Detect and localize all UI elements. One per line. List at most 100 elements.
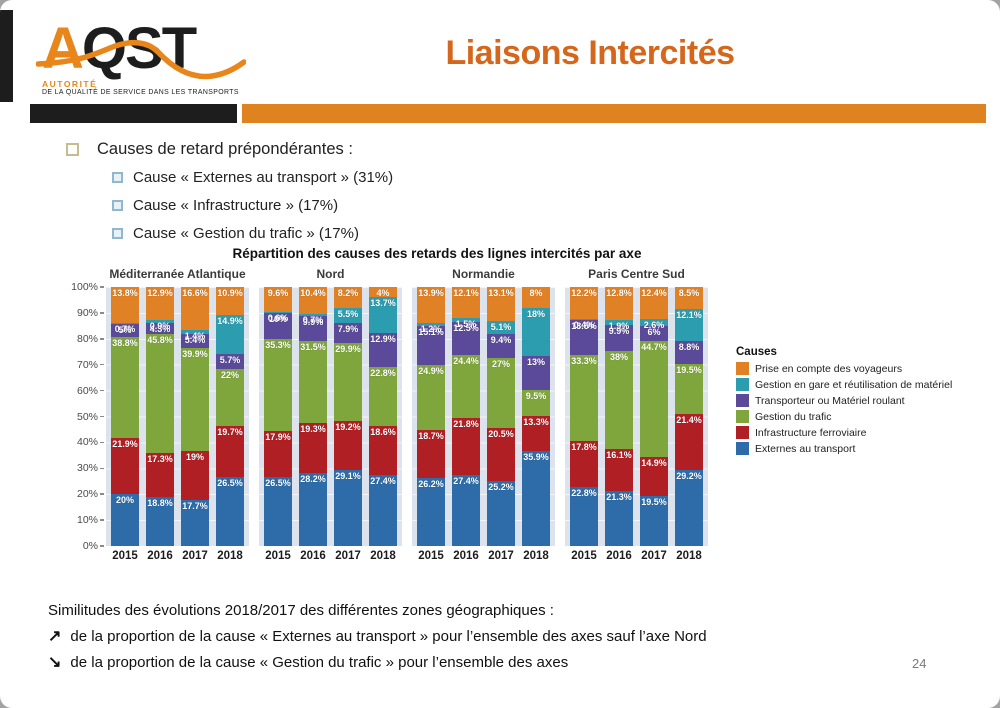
bar-segment-label: 31.5% xyxy=(300,342,326,353)
bar-segment-label: 24.4% xyxy=(453,355,479,366)
y-tick: 90% xyxy=(77,307,104,319)
bar-segment-label: 2.6% xyxy=(643,320,665,331)
bar-segment-label: 17.9% xyxy=(265,431,291,442)
footer-item: ↘ de la proportion de la cause « Gestion… xyxy=(48,650,948,676)
bar-segment-label: 0.6% xyxy=(267,312,289,323)
bar-segment xyxy=(299,313,327,316)
bar-segment xyxy=(417,429,445,479)
bar-group-panel: 26.5% 17.9% 35.3% 10% 0.6% 9.6% 28.2% 19.3% 31.5… xyxy=(259,287,402,546)
bullet-square-icon xyxy=(66,143,79,156)
bar-segment-label: 29.9% xyxy=(335,344,361,355)
footer-notes: Similitudes des évolutions 2018/2017 des… xyxy=(48,598,948,676)
bar-segment xyxy=(605,320,633,326)
bar-segment-label: 13% xyxy=(526,356,545,367)
legend-item: Gestion en gare et réutilisation de maté… xyxy=(736,378,988,391)
bar-segment xyxy=(570,440,598,487)
bar-segment xyxy=(111,494,139,546)
x-tick-label: 2015 xyxy=(418,550,444,562)
bar-segment xyxy=(264,287,292,312)
page-title: Liaisons Intercités xyxy=(445,34,735,72)
bar-group: Méditerranée Atlantique 20% 21.9% 38.8% 5% 0.… xyxy=(106,267,249,562)
x-tick-label: 2018 xyxy=(370,550,396,562)
chart-groups: Méditerranée Atlantique 20% 21.9% 38.8% 5% 0.… xyxy=(106,267,708,562)
bar-group-years: 2015 2016 2017 2018 xyxy=(565,550,708,562)
legend-item: Gestion du trafic xyxy=(736,410,988,423)
y-tick-label: 40% xyxy=(76,436,98,449)
bar-segment xyxy=(452,287,480,319)
bar-segment xyxy=(334,420,362,471)
y-tick-label: 100% xyxy=(71,281,98,293)
stacked-bar: 27.4% 21.8% 24.4% 12.5% 1.5% 12.1% xyxy=(452,287,480,546)
bar-segment-label: 19.2% xyxy=(335,421,361,432)
bar-segment-label: 5.7% xyxy=(219,355,241,366)
bar-segment xyxy=(264,339,292,431)
y-tick: 10% xyxy=(77,514,104,526)
bar-segment xyxy=(640,287,668,320)
y-tick-dash-icon xyxy=(100,312,104,314)
y-tick-label: 10% xyxy=(76,514,98,527)
y-tick-label: 30% xyxy=(76,462,98,475)
bar-segment-label: 17.7% xyxy=(182,501,208,512)
bar-segment-label: 26.5% xyxy=(265,478,291,489)
bar-segment-label: 13.3% xyxy=(523,416,549,427)
bullet-level2-text: Cause « Infrastructure » (17%) xyxy=(133,197,339,214)
aqst-logo-letters: AQST xyxy=(36,20,252,80)
bar-segment-label: 17.8% xyxy=(571,441,597,452)
y-tick: 70% xyxy=(77,359,104,371)
bullet-square-icon xyxy=(112,200,123,211)
stacked-bar: 19.5% 14.9% 44.7% 6% 2.6% 12.4% xyxy=(640,287,668,546)
bar-segment-label: 10.9% xyxy=(217,288,243,298)
bar-segment xyxy=(264,477,292,546)
bar-segment xyxy=(675,470,703,546)
bar-segment xyxy=(369,426,397,475)
bar-segment xyxy=(522,390,550,416)
bar-segment xyxy=(640,319,668,326)
bullet-level1: Causes de retard prépondérantes : xyxy=(0,138,700,160)
bullet-list: Causes de retard prépondérantes : Cause … xyxy=(0,138,700,251)
bar-group: Nord 26.5% 17.9% 35.3% 10% 0.6% 9.6% 28.2% 19.3%… xyxy=(259,267,402,562)
bar-segment-label: 45.8% xyxy=(147,334,173,345)
bar-segment xyxy=(487,287,515,321)
legend-swatch xyxy=(736,362,749,375)
bar-segment xyxy=(605,287,633,321)
bar-segment-label: 9.5% xyxy=(525,391,547,402)
bar-segment-label: 35.9% xyxy=(523,451,549,462)
bar-segment xyxy=(487,334,515,359)
bar-segment-label: 16.6% xyxy=(182,288,208,298)
bar-segment-label: 12.9% xyxy=(147,288,173,298)
bar-segment xyxy=(570,486,598,546)
bar-segment xyxy=(605,350,633,450)
bar-segment-label: 12.9% xyxy=(370,334,396,345)
bar-segment xyxy=(334,470,362,546)
stacked-bar: 35.9% 13.3% 9.5% 13% 18% 8% xyxy=(522,287,550,546)
bar-segment xyxy=(111,337,139,438)
bar-segment-label: 39.9% xyxy=(182,348,208,359)
bar-segment xyxy=(605,449,633,491)
bar-segment xyxy=(146,333,174,453)
bar-group-panel: 22.8% 17.8% 33.3% 13.5% 0.4% 12.2% 21.3% 16.1% 3… xyxy=(565,287,708,546)
bullet-level2: Cause « Gestion du trafic » (17%) xyxy=(0,223,700,244)
y-tick-dash-icon xyxy=(100,338,104,340)
legend-swatch xyxy=(736,442,749,455)
bar-segment-label: 14.9% xyxy=(641,457,667,468)
bar-segment-label: 20.5% xyxy=(488,428,514,439)
x-tick-label: 2018 xyxy=(676,550,702,562)
bar-segment xyxy=(299,315,327,342)
x-tick-label: 2017 xyxy=(182,550,208,562)
bar-segment xyxy=(452,474,480,546)
arrow-up-right-icon: ↗ xyxy=(48,628,62,645)
bar-segment xyxy=(146,287,174,321)
bar-segment xyxy=(675,414,703,470)
bar-segment-label: 35.3% xyxy=(265,340,291,351)
bar-segment xyxy=(181,330,209,334)
bar-segment-label: 12.8% xyxy=(606,288,632,298)
bar-segment-label: 27% xyxy=(491,359,510,370)
y-tick-dash-icon xyxy=(100,363,104,366)
legend-item: Infrastructure ferroviaire xyxy=(736,426,988,439)
bar-segment xyxy=(111,324,139,338)
bar-segment-label: 15.1% xyxy=(418,327,444,338)
bar-segment xyxy=(570,354,598,441)
chart-legend: Causes Prise en compte des voyageurs Gest… xyxy=(736,346,988,458)
y-tick: 30% xyxy=(77,462,104,474)
x-tick-label: 2017 xyxy=(335,550,361,562)
